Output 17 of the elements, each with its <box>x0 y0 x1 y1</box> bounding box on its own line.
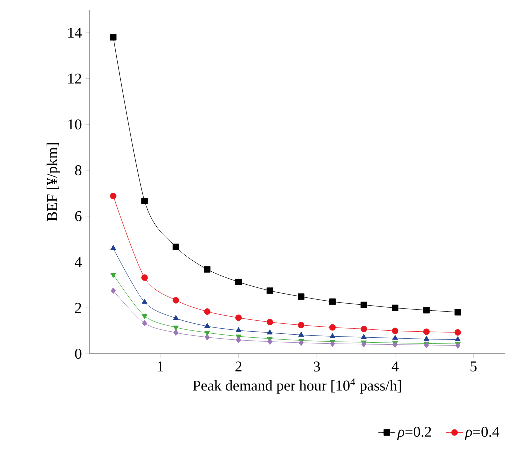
y-tick-label: 4 <box>75 257 82 268</box>
x-tick-label: 4 <box>392 362 399 372</box>
y-tick-label: 14 <box>68 28 82 38</box>
legend-label: ρ=0.4 <box>465 426 500 440</box>
y-tick-label: 2 <box>75 303 82 314</box>
x-tick-label: 3 <box>314 362 320 372</box>
y-tick-label: 8 <box>75 165 82 176</box>
legend-label: ρ=0.2 <box>397 426 432 440</box>
x-tick-label: 5 <box>470 362 477 372</box>
y-tick-label: 6 <box>75 211 82 222</box>
y-axis-title: BEF [¥/pkm] <box>46 143 60 222</box>
x-axis-title: Peak demand per hour [10$^{4}$ pass/h] <box>193 378 402 394</box>
x-tick-label: 1 <box>158 362 164 372</box>
y-tick-label: 0 <box>75 348 82 360</box>
y-tick-label: 10 <box>68 120 82 130</box>
y-tick-label: 12 <box>68 74 82 84</box>
x-tick-label: 2 <box>236 362 242 372</box>
